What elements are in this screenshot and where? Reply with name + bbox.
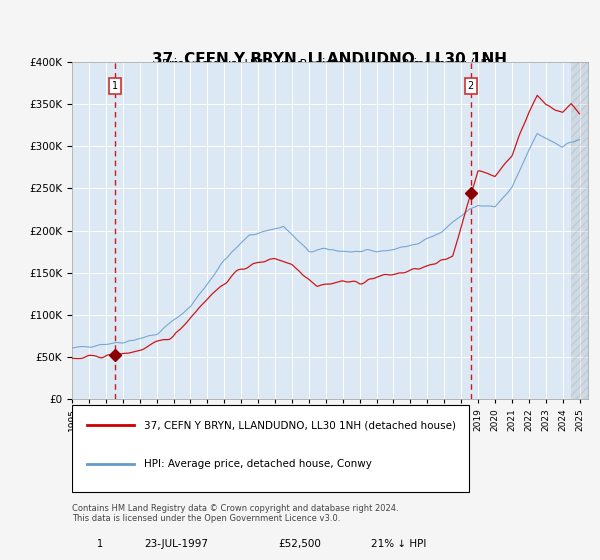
Bar <box>571 62 588 399</box>
Text: 23-JUL-1997: 23-JUL-1997 <box>144 539 208 549</box>
Text: Contains HM Land Registry data © Crown copyright and database right 2024.
This d: Contains HM Land Registry data © Crown c… <box>72 504 398 523</box>
Text: £52,500: £52,500 <box>278 539 321 549</box>
Text: 21% ↓ HPI: 21% ↓ HPI <box>371 539 427 549</box>
Text: HPI: Average price, detached house, Conwy: HPI: Average price, detached house, Conw… <box>144 459 372 469</box>
Text: 37, CEFN Y BRYN, LLANDUDNO, LL30 1NH (detached house): 37, CEFN Y BRYN, LLANDUDNO, LL30 1NH (de… <box>144 421 456 431</box>
Text: 1: 1 <box>112 81 118 91</box>
Text: 1: 1 <box>97 539 103 549</box>
FancyBboxPatch shape <box>72 405 469 492</box>
FancyBboxPatch shape <box>72 521 129 560</box>
Text: 37, CEFN Y BRYN, LLANDUDNO, LL30 1NH: 37, CEFN Y BRYN, LLANDUDNO, LL30 1NH <box>152 52 508 67</box>
Text: 2: 2 <box>467 81 474 91</box>
Text: Price paid vs. HM Land Registry's House Price Index (HPI): Price paid vs. HM Land Registry's House … <box>161 58 499 71</box>
